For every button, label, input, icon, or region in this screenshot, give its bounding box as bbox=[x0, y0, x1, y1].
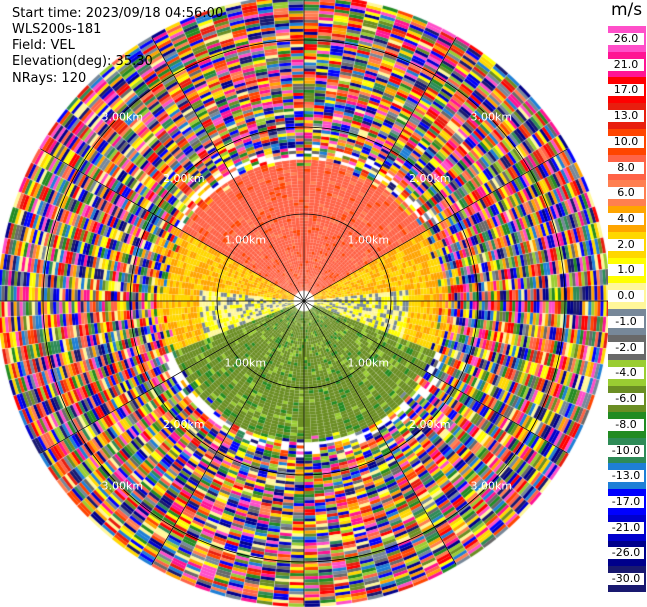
colorbar-tick-label: -2.0 bbox=[608, 341, 644, 354]
range-ring-label: 1.00km bbox=[348, 357, 390, 370]
azimuth-spoke bbox=[303, 300, 568, 454]
colorbar-tick-label: -30.0 bbox=[608, 573, 644, 586]
colorbar-tick-label: -21.0 bbox=[608, 521, 644, 534]
colorbar-tick-label: 13.0 bbox=[608, 110, 644, 123]
nrays-label: NRays: 120 bbox=[12, 71, 87, 86]
range-ring-label: 1.00km bbox=[224, 233, 266, 246]
colorbar-tick-label: -10.0 bbox=[608, 444, 644, 457]
range-ring-label: 3.00km bbox=[471, 110, 513, 123]
range-ring-label: 3.00km bbox=[471, 480, 513, 493]
azimuth-spoke bbox=[303, 148, 568, 302]
colorbar-tick-label: 1.0 bbox=[608, 264, 644, 277]
azimuth-spoke bbox=[40, 148, 305, 302]
site-label: WLS200s-181 bbox=[12, 22, 102, 37]
range-ring-label: 1.00km bbox=[224, 357, 266, 370]
colorbar-tick-label: -6.0 bbox=[608, 393, 644, 406]
azimuth-spoke bbox=[303, 300, 457, 565]
colorbar-tick-label: 17.0 bbox=[608, 84, 644, 97]
azimuth-spoke bbox=[303, 37, 457, 302]
colorbar-tick-label: -13.0 bbox=[608, 470, 644, 483]
colorbar-tick-label: -17.0 bbox=[608, 495, 644, 508]
field-label: Field: VEL bbox=[12, 38, 75, 53]
range-ring-label: 1.00km bbox=[348, 233, 390, 246]
colorbar-tick-label: 10.0 bbox=[608, 135, 644, 148]
colorbar-tick-label: -1.0 bbox=[608, 315, 644, 328]
colorbar-tick-label: 0.0 bbox=[608, 290, 644, 303]
colorbar-tick-label: 8.0 bbox=[608, 161, 644, 174]
colorbar-tick-label: 21.0 bbox=[608, 58, 644, 71]
colorbar-tick-label: -26.0 bbox=[608, 547, 644, 560]
colorbar-tick-label: 2.0 bbox=[608, 238, 644, 251]
elevation-label: Elevation(deg): 35.30 bbox=[12, 54, 153, 69]
colorbar-tick-label: 4.0 bbox=[608, 212, 644, 225]
range-ring-label: 2.00km bbox=[163, 172, 205, 185]
colorbar-tick-label: -4.0 bbox=[608, 367, 644, 380]
colorbar-tick-label: 6.0 bbox=[608, 187, 644, 200]
range-ring-label: 2.00km bbox=[409, 172, 451, 185]
azimuth-spoke bbox=[151, 37, 305, 302]
range-ring-label: 3.00km bbox=[101, 480, 143, 493]
azimuth-spoke bbox=[151, 300, 305, 565]
range-ring-label: 2.00km bbox=[409, 418, 451, 431]
colorbar-tick-label: 26.0 bbox=[608, 32, 644, 45]
range-ring-label: 3.00km bbox=[101, 110, 143, 123]
colorbar-unit: m/s bbox=[611, 0, 643, 20]
colorbar-tick-label: -8.0 bbox=[608, 418, 644, 431]
start-time-label: Start time: 2023/09/18 04:56:00 bbox=[12, 6, 224, 21]
azimuth-spoke bbox=[40, 300, 305, 454]
range-ring-label: 2.00km bbox=[163, 418, 205, 431]
colorbar: 26.0 21.0 17.0 13.0 10.0 8.0 6.0 4.0 2.0 1.0 0.0 -1… bbox=[608, 26, 646, 593]
